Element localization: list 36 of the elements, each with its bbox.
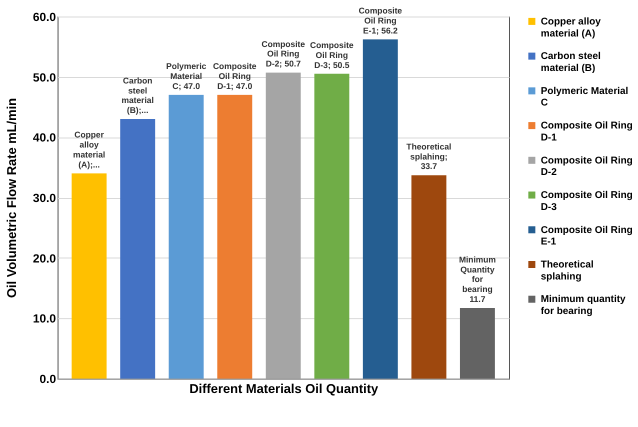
data-label: Composite Oil Ring D-1; 47.0 (212, 61, 257, 91)
bar (168, 94, 204, 379)
y-tick-label: 0.0 (40, 372, 56, 386)
legend-label: Theoretical splahing (540, 259, 594, 282)
legend-label: Polymeric Material C (540, 86, 629, 109)
y-tick-label: 30.0 (32, 190, 56, 205)
y-tick-label: 20.0 (32, 251, 56, 266)
bar (72, 173, 107, 379)
legend-label: Composite Oil Ring D-2 (540, 155, 633, 178)
data-label: Composite Oil Ring E-1; 56.2 (358, 6, 402, 36)
data-label: Copper alloy material (A);... (72, 130, 106, 170)
legend-label: Composite Oil Ring E-1 (540, 224, 633, 248)
y-tick-label: 50.0 (32, 70, 56, 84)
legend-label: Copper alloy material (A) (540, 16, 602, 40)
bar (217, 94, 252, 379)
legend-label: Composite Oil Ring D-3 (540, 190, 633, 213)
bar (266, 72, 301, 379)
y-axis-title: Oil Volumetric Flow Rate mL/min (4, 98, 20, 298)
bar (362, 39, 398, 379)
data-label: Minimum Quantity for bearing 11.7 (458, 254, 496, 304)
data-label: Theoretical splahing; 33.7 (406, 141, 452, 172)
legend-label: Carbon steel material (B) (540, 51, 602, 74)
data-label: Polymeric Material C; 47.0 (166, 61, 207, 91)
legend-label: Composite Oil Ring D-1 (540, 120, 633, 144)
bar (120, 119, 156, 379)
data-label: Composite Oil Ring D-3; 50.5 (310, 40, 354, 70)
bar (460, 308, 495, 379)
y-tick-label: 40.0 (32, 130, 56, 145)
x-axis-title: Different Materials Oil Quantity (189, 380, 380, 396)
y-tick-label: 60.0 (32, 10, 56, 24)
data-label: Composite Oil Ring D-2; 50.7 (262, 38, 306, 69)
legend-label: Minimum quantity for bearing (540, 294, 626, 318)
bar (411, 175, 446, 379)
bar (314, 74, 350, 379)
y-tick-label: 10.0 (32, 312, 56, 326)
data-label: Carbon steel material (B);... (122, 75, 154, 116)
